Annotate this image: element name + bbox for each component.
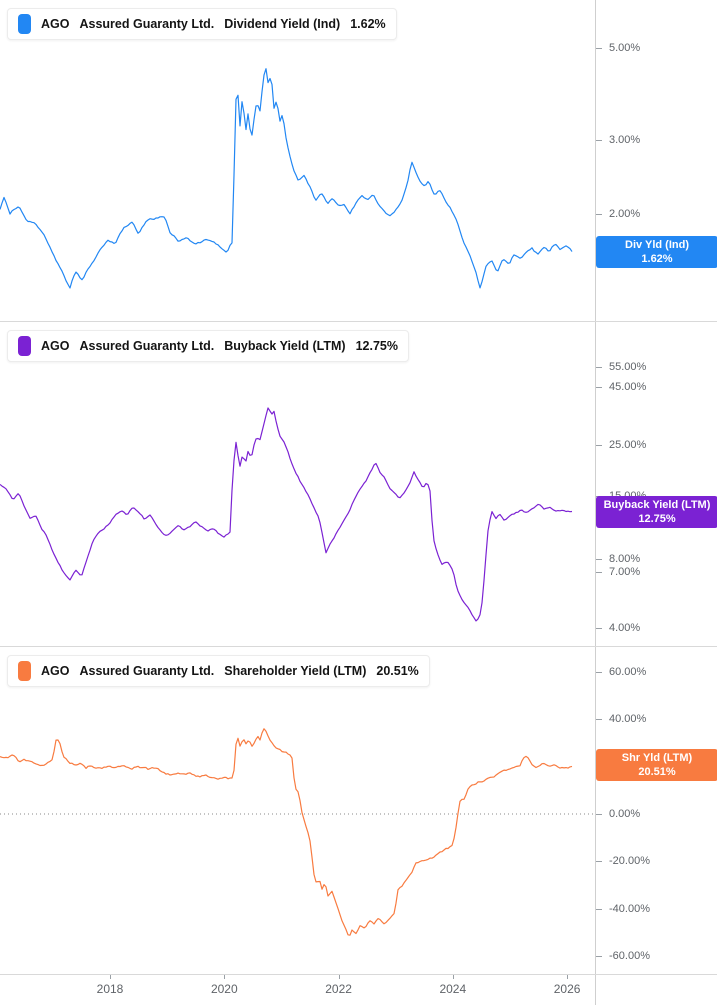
ticker-label: AGO [41,664,70,678]
series-line [0,68,573,289]
metric-name: Dividend Yield (Ind) [224,17,341,31]
badge-value: 20.51% [638,766,676,779]
badge-label: Div Yld (Ind) [625,238,689,251]
y-tick-label: 8.00% [609,552,641,565]
y-axis-shareholder-yield: Shr Yld (LTM) 20.51% 60.00%40.00%20.00%0… [595,647,717,974]
panel-shareholder-yield: AGO Assured Guaranty Ltd. Shareholder Yi… [0,647,717,975]
metric-value: 1.62% [350,17,386,31]
x-tick-mark [452,975,454,979]
dividend-yield-chart[interactable] [0,0,595,322]
panel-dividend-yield: AGO Assured Guaranty Ltd. Dividend Yield… [0,0,717,322]
series-legend-dividend-yield[interactable]: AGO Assured Guaranty Ltd. Dividend Yield… [7,8,397,40]
y-tick-label: 25.00% [609,439,647,452]
y-tick-label: 55.00% [609,360,647,373]
panel-buyback-yield: AGO Assured Guaranty Ltd. Buyback Yield … [0,322,717,647]
x-axis: 2018 2020 2022 2024 2026 [0,975,717,1005]
x-tick-mark [110,975,111,979]
y-axis-buyback-yield: Buyback Yield (LTM) 12.75% 55.00% 45.00% 2… [595,322,717,646]
y-tick-mark [596,366,602,368]
y-tick-mark [596,908,602,910]
y-tick-label: 7.00% [609,566,641,578]
series-color-marker [18,336,31,356]
buyback-yield-chart[interactable] [0,322,595,647]
x-tick-label: 2022 [325,982,352,996]
y-tick-mark [596,558,602,560]
y-tick-mark [596,140,602,142]
y-tick-mark [596,861,602,863]
x-tick-label: 2024 [439,982,467,996]
series-color-marker [18,661,31,681]
last-value-badge-dividend-yield: Div Yld (Ind) 1.62% [596,235,717,268]
company-name: Assured Guaranty Ltd. [79,339,215,353]
axis-divider [595,975,596,1005]
metric-name: Shareholder Yield (LTM) [224,664,367,678]
y-tick-label: 2.00% [609,207,641,220]
y-tick-mark [596,956,602,958]
y-tick-mark [596,47,602,49]
last-value-badge-shareholder-yield: Shr Yld (LTM) 20.51% [596,749,717,782]
ticker-label: AGO [41,339,70,353]
series-line [0,407,573,622]
y-tick-label: 4.00% [609,621,641,634]
y-tick-mark [596,627,602,629]
series-color-marker [18,14,31,34]
x-tick-label: 2020 [210,982,238,996]
y-tick-label: 3.00% [609,134,641,147]
y-tick-label: 0.00% [609,808,641,820]
x-tick-mark [338,975,340,979]
y-tick-label: 5.00% [609,41,641,54]
x-tick-mark [567,975,569,979]
ticker-label: AGO [41,17,70,31]
metric-name: Buyback Yield (LTM) [224,339,346,353]
company-name: Assured Guaranty Ltd. [79,664,215,678]
badge-value: 12.75% [638,513,676,526]
series-legend-buyback-yield[interactable]: AGO Assured Guaranty Ltd. Buyback Yield … [7,330,409,362]
y-tick-mark [596,671,602,673]
badge-label: Shr Yld (LTM) [621,752,693,765]
y-tick-label: 45.00% [609,380,647,393]
company-name: Assured Guaranty Ltd. [79,17,215,31]
y-tick-mark [596,572,602,573]
last-value-badge-buyback-yield: Buyback Yield (LTM) 12.75% [596,496,717,529]
y-tick-label: 40.00% [609,713,647,726]
series-legend-shareholder-yield[interactable]: AGO Assured Guaranty Ltd. Shareholder Yi… [7,655,430,687]
y-tick-mark [596,719,602,721]
series-line [0,728,573,936]
x-tick-label: 2026 [553,982,581,996]
y-tick-label: -20.00% [609,855,650,868]
y-tick-mark [596,814,602,815]
x-tick-label: 2018 [96,982,124,996]
y-tick-mark [596,445,602,447]
y-axis-dividend-yield: Div Yld (Ind) 1.62% 5.00% 3.00% 2.00% [595,0,717,321]
shareholder-yield-chart[interactable] [0,647,595,975]
metric-value: 20.51% [376,664,419,678]
y-tick-mark [596,386,602,388]
metric-value: 12.75% [355,339,398,353]
y-tick-label: -40.00% [609,902,650,915]
y-tick-label: 60.00% [609,665,647,678]
badge-label: Buyback Yield (LTM) [603,499,711,512]
y-tick-label: -60.00% [609,950,650,963]
y-tick-mark [596,213,602,215]
badge-value: 1.62% [641,252,673,265]
x-tick-mark [224,975,226,979]
